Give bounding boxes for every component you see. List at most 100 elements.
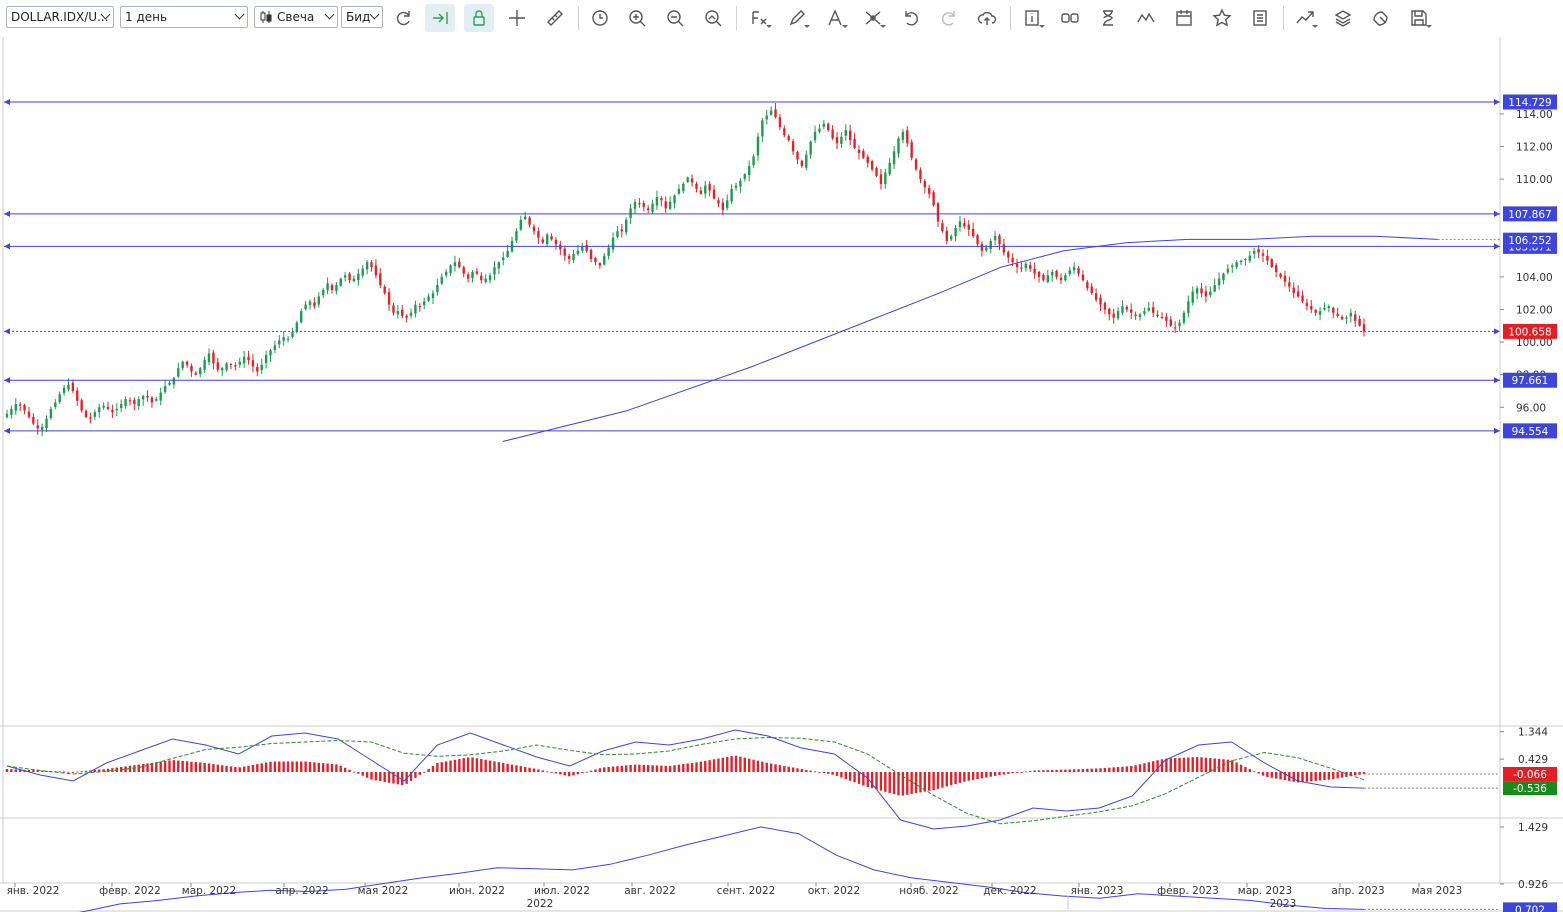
text-tool-button[interactable] [820, 4, 850, 32]
info-button[interactable] [1017, 4, 1047, 32]
candle-body [589, 249, 593, 259]
object-list-button[interactable] [1245, 4, 1275, 32]
macd-histogram-bar [510, 764, 514, 772]
macd-histogram-bar [1024, 771, 1028, 773]
chart-area[interactable]: 114.00112.00110.00104.00102.00100.0098.0… [0, 36, 1563, 912]
candle-body [67, 384, 70, 390]
candle-body [89, 417, 92, 419]
macd-histogram-bar [1134, 765, 1137, 772]
macd-histogram-bar [611, 766, 615, 772]
macd-histogram-bar [300, 761, 303, 772]
candle-body [1323, 307, 1326, 310]
candle-body [1318, 311, 1322, 315]
candle-body [941, 223, 944, 232]
replay-button[interactable] [1093, 4, 1123, 32]
candle-body [1195, 288, 1199, 294]
candle-body [625, 219, 628, 233]
wave-button[interactable] [1131, 4, 1161, 32]
macd-histogram-bar [1248, 769, 1252, 772]
compare-button[interactable] [1055, 4, 1085, 32]
candle-body [1178, 322, 1181, 327]
candle-body [339, 278, 342, 286]
interval-select[interactable]: 1 день [120, 6, 248, 28]
macd-histogram-bar [831, 772, 834, 775]
year-label: 2023 [1270, 898, 1297, 910]
candle-body [603, 255, 606, 265]
macd-histogram-bar [989, 772, 992, 777]
macd-histogram-bar [1217, 758, 1221, 772]
macd-histogram-bar [537, 769, 540, 772]
candle-body [629, 208, 632, 219]
macd-histogram-bar [1235, 762, 1238, 772]
ruler-button[interactable] [540, 4, 570, 32]
chart-type-select[interactable]: Свеча [254, 6, 338, 28]
indicators-button[interactable] [744, 4, 774, 32]
lock-icon [473, 10, 485, 26]
zoom-out-button[interactable] [660, 4, 690, 32]
macd-histogram-bar [62, 771, 66, 773]
candle-body [699, 190, 703, 194]
macd-histogram-bar [1332, 772, 1335, 780]
candle-body [1244, 258, 1247, 260]
macd-histogram-bar [963, 772, 966, 782]
candle-body [71, 382, 75, 391]
price-type-select[interactable]: Бид [341, 6, 383, 28]
refresh-button[interactable] [388, 4, 418, 32]
symbol-select[interactable]: DOLLAR.IDX/U... [6, 6, 114, 28]
undo-button[interactable] [896, 4, 926, 32]
price-tick-label: 96.00 [1516, 402, 1546, 414]
macd-histogram-bar [76, 771, 79, 773]
macd-histogram-bar [1152, 761, 1155, 772]
candle-body [326, 283, 329, 291]
macd-histogram-bar [980, 772, 984, 779]
calendar-button[interactable] [1169, 4, 1199, 32]
candle-body [721, 202, 725, 211]
date-tick-label: мар. 2023 [1238, 885, 1292, 897]
upload-button[interactable] [972, 4, 1002, 32]
trend-tools-button[interactable] [1290, 4, 1320, 32]
last-price-badge [1503, 323, 1557, 339]
chevron-down-icon [324, 9, 335, 20]
price-tick-label: 100.00 [1516, 337, 1553, 349]
macd-histogram-bar [660, 765, 663, 772]
macd-histogram-bar [673, 765, 676, 772]
macd-histogram-bar [308, 761, 312, 772]
level-left-arrow-icon [4, 243, 10, 250]
crosshair-button[interactable] [502, 4, 532, 32]
pattern-button[interactable] [858, 4, 888, 32]
zoom-reset-button[interactable] [698, 4, 728, 32]
candle-body [1152, 307, 1155, 313]
candle-body [747, 166, 751, 175]
date-tick-label: мая 2023 [1412, 885, 1463, 897]
save-button[interactable] [1404, 4, 1434, 32]
zoom-in-button[interactable] [622, 4, 652, 32]
candle-body [673, 195, 676, 204]
redo-button[interactable] [934, 4, 964, 32]
macd-histogram-bar [919, 772, 922, 793]
candle-body [1292, 287, 1295, 294]
macd-histogram-bar [1239, 764, 1243, 772]
macd-histogram-bar [607, 766, 610, 772]
draw-button[interactable] [782, 4, 812, 32]
date-tick-label: апр. 2023 [1331, 885, 1384, 897]
macd-histogram-bar [374, 772, 378, 781]
macd-histogram-bar [396, 772, 400, 785]
macd-histogram-bar [941, 772, 944, 788]
candle-body [1266, 256, 1269, 261]
candle-body [207, 353, 211, 363]
candle-body [440, 276, 443, 284]
layers-button[interactable] [1328, 4, 1358, 32]
candle-body [519, 219, 523, 230]
theme-button[interactable] [1366, 4, 1396, 32]
info-icon [1025, 10, 1039, 26]
macd-histogram-bar [734, 755, 738, 772]
macd-histogram-bar [1310, 772, 1313, 782]
candle-body [234, 365, 237, 367]
scroll-to-end-button[interactable] [425, 4, 455, 32]
time-button[interactable] [585, 4, 615, 32]
lock-button[interactable] [464, 4, 494, 32]
macd-histogram-bar [326, 763, 329, 772]
level-right-arrow-icon [1494, 210, 1500, 217]
candle-body [317, 296, 321, 305]
favorite-button[interactable] [1207, 4, 1237, 32]
